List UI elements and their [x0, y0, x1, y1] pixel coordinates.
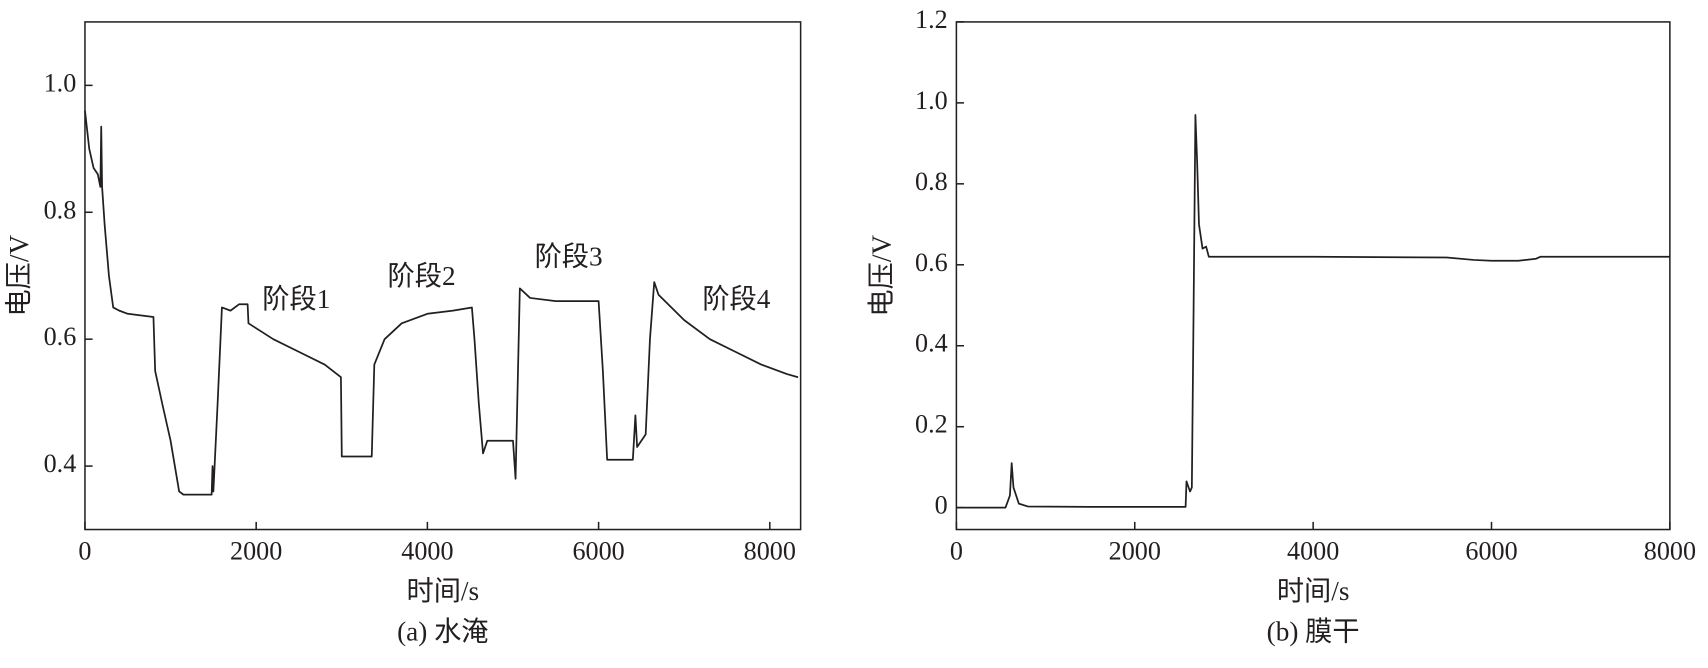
x-tick-label: 6000 [1465, 536, 1517, 565]
y-tick-label: 0.8 [915, 167, 948, 196]
y-axis-label: 电压/V [4, 235, 34, 317]
x-tick-label: 6000 [572, 536, 624, 565]
x-tick-label: 4000 [1287, 536, 1339, 565]
annotation: 阶段3 [535, 242, 603, 272]
y-tick-label: 0.6 [915, 248, 948, 277]
y-tick-label: 1.0 [915, 86, 948, 115]
annotation: 阶段4 [702, 284, 770, 314]
y-axis-label: 电压/V [867, 235, 897, 317]
annotation: 阶段2 [388, 261, 456, 291]
x-tick-label: 2000 [1109, 536, 1161, 565]
x-tick-label: 0 [950, 536, 963, 565]
caption: (a) 水淹 [397, 616, 488, 646]
plot-frame [955, 21, 1671, 531]
y-tick-label: 0.8 [44, 195, 77, 224]
x-tick-label: 4000 [401, 536, 453, 565]
y-tick-label: 1.2 [915, 5, 948, 34]
x-tick-label: 2000 [230, 536, 282, 565]
y-tick-label: 0.4 [915, 329, 948, 358]
y-tick-label: 0.4 [44, 449, 77, 478]
y-tick-label: 0 [935, 491, 948, 520]
caption: (b) 膜干 [1267, 616, 1360, 646]
y-tick-label: 1.0 [44, 68, 77, 97]
data-line [956, 114, 1670, 509]
x-tick-label: 8000 [744, 536, 796, 565]
y-tick-label: 0.6 [44, 322, 77, 351]
plot-frame [84, 21, 802, 531]
x-tick-label: 0 [78, 536, 91, 565]
x-axis-label: 时间/s [1277, 576, 1350, 606]
x-axis-label: 时间/s [406, 576, 479, 606]
data-line [84, 110, 799, 496]
annotation: 阶段1 [262, 284, 330, 314]
y-tick-label: 0.2 [915, 410, 948, 439]
x-tick-label: 8000 [1644, 536, 1696, 565]
